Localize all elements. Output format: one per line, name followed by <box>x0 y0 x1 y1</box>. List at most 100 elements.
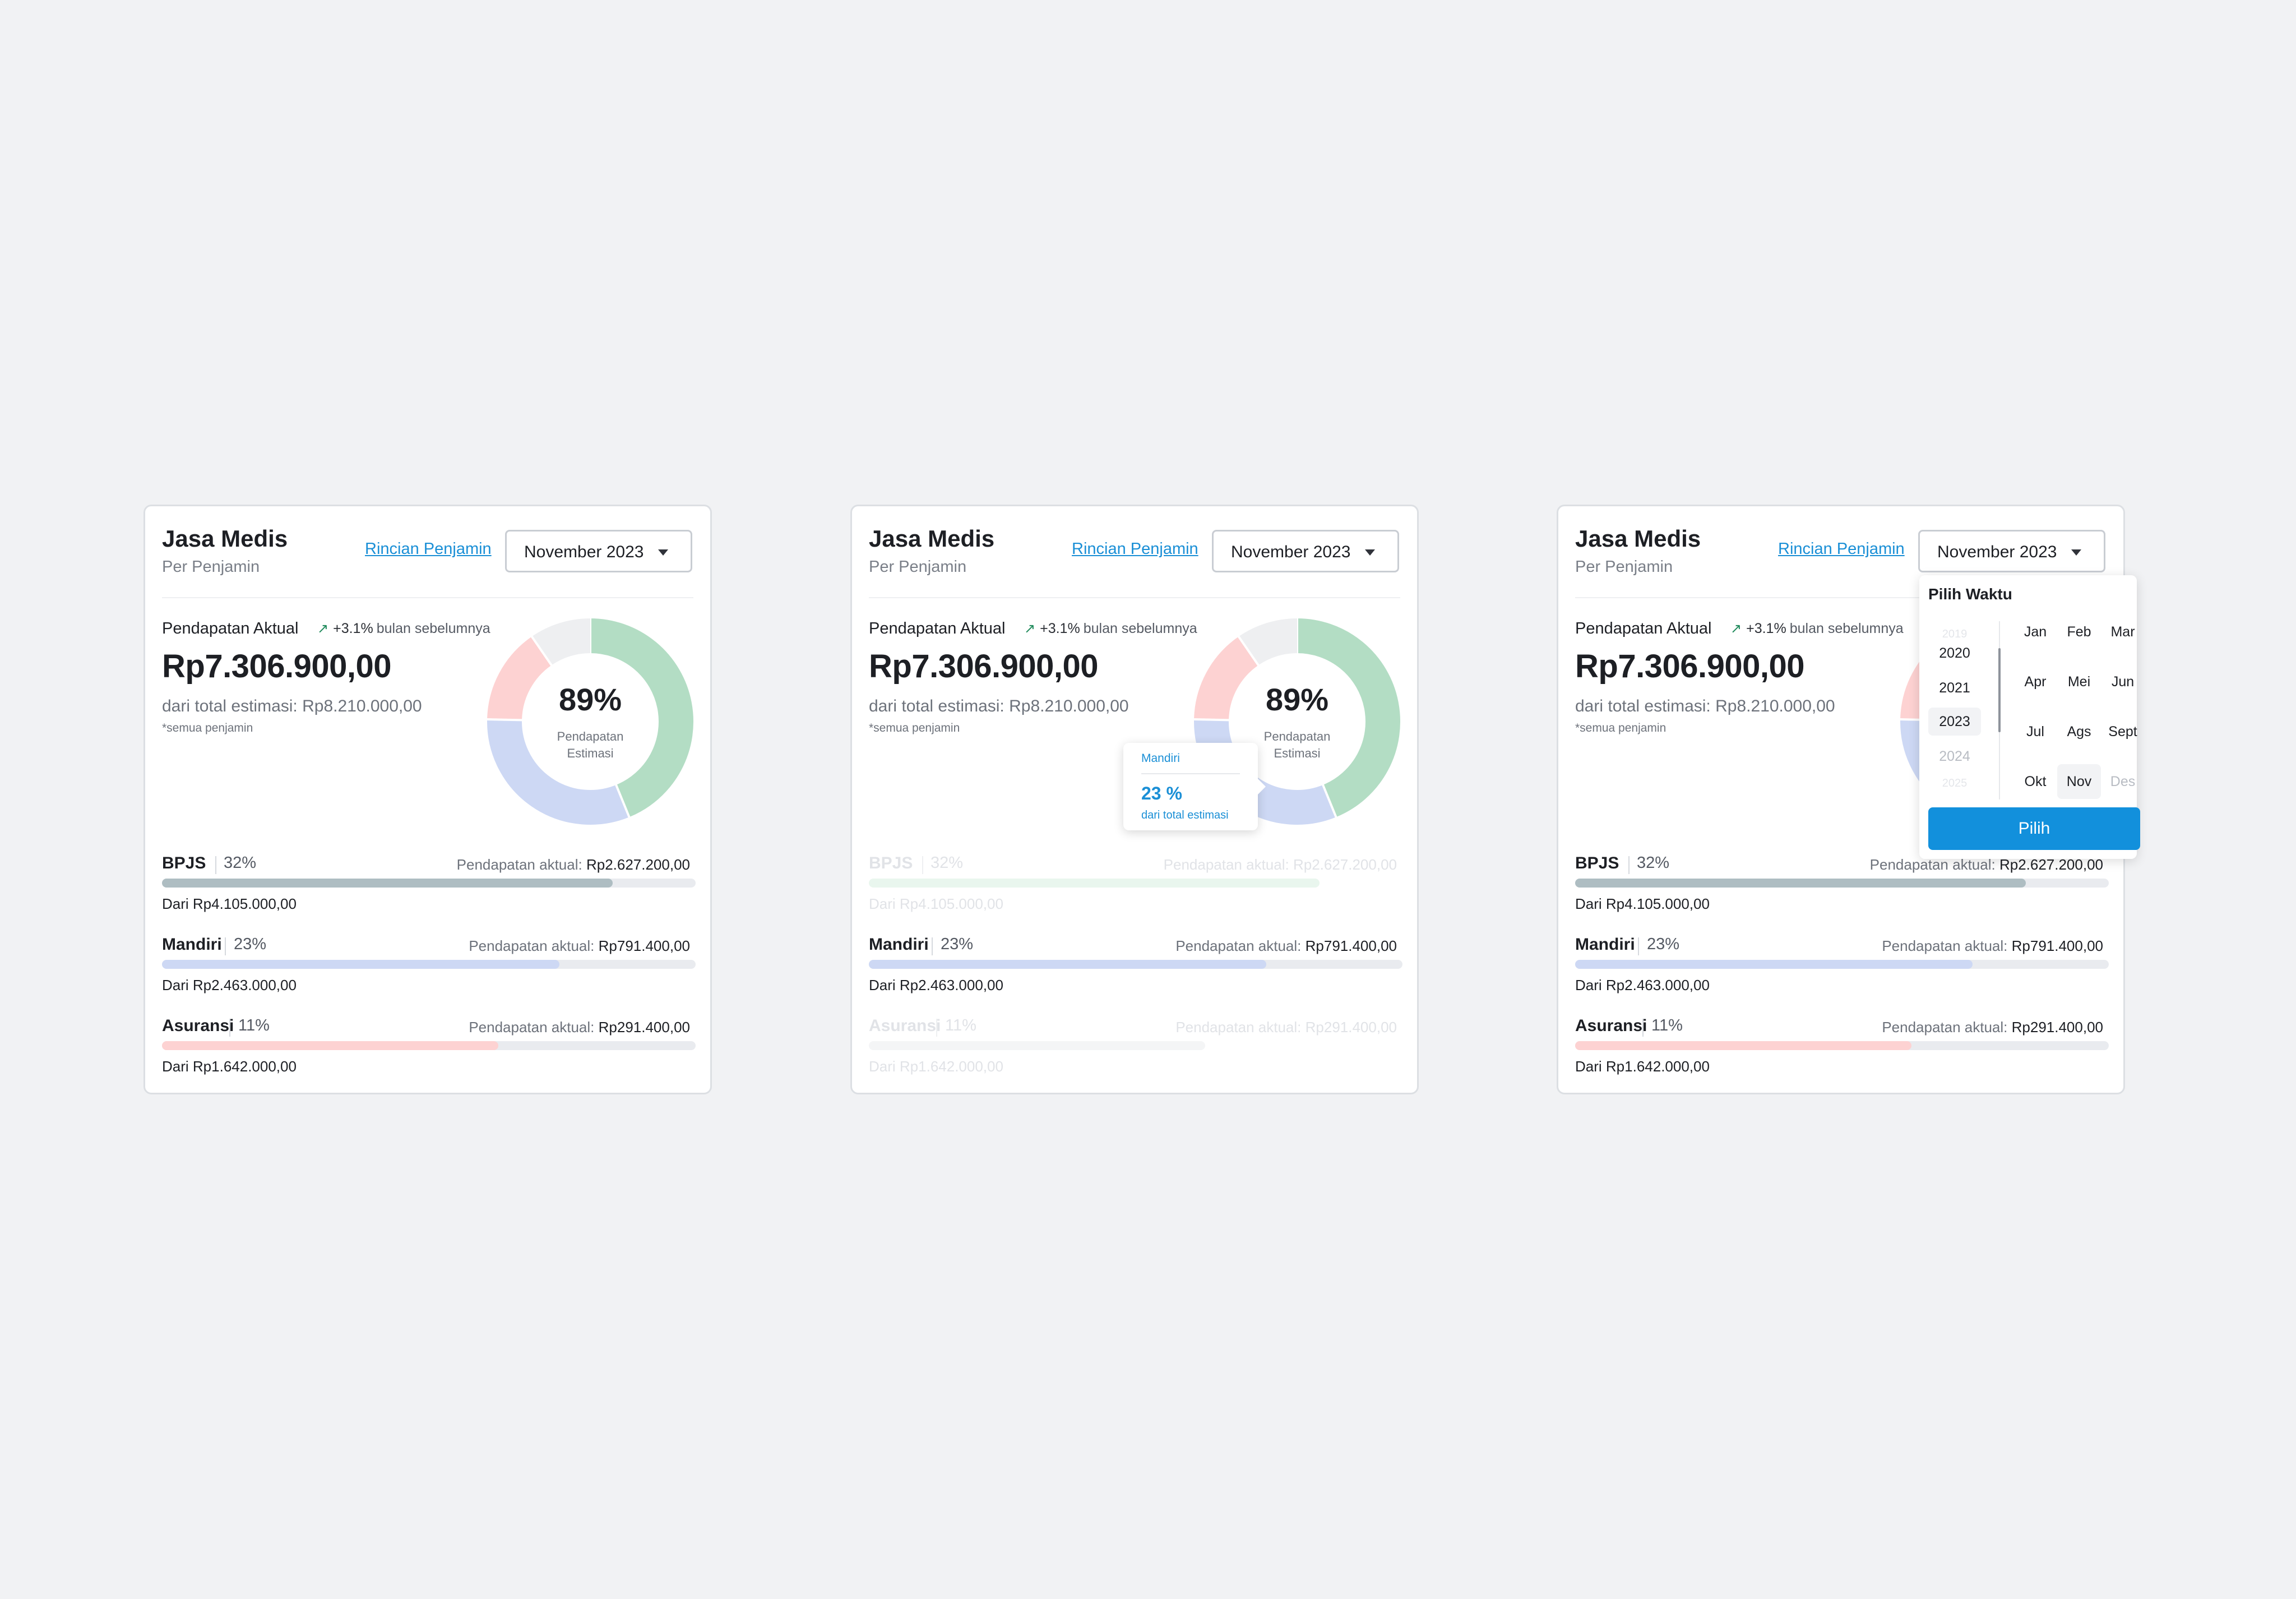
month-option[interactable]: Jun <box>2111 674 2135 690</box>
insurer-row-bpjs[interactable]: BPJS 32% Pendapatan aktual: Rp2.627.200,… <box>162 854 696 927</box>
month-option[interactable]: Jan <box>2024 624 2047 640</box>
insurer-actual: Pendapatan aktual: Rp791.400,00 <box>1175 937 1397 954</box>
insurer-row-asuransi[interactable]: Asuransi 11% Pendapatan aktual: Rp291.40… <box>1575 1016 2109 1089</box>
footnote: *semua penjamin <box>869 722 960 734</box>
donut-segment-asuransi[interactable] <box>487 636 552 721</box>
insurer-row-asuransi[interactable]: Asuransi 11% Pendapatan aktual: Rp291.40… <box>869 1016 1402 1089</box>
insurer-row-bpjs[interactable]: BPJS 32% Pendapatan aktual: Rp2.627.200,… <box>869 854 1402 927</box>
trending-up-icon: ↗ <box>317 621 329 636</box>
trend-indicator: ↗ +3.1% bulan sebelumnya <box>317 621 490 637</box>
trending-up-icon: ↗ <box>1730 621 1742 636</box>
insurer-name: Asuransi <box>162 1016 234 1035</box>
card-subtitle: Per Penjamin <box>162 558 260 576</box>
year-list[interactable]: 2019 2020 2021 2023 2024 2025 <box>1928 627 1981 801</box>
date-picker-popover: Pilih Waktu 2019 2020 2021 2023 2024 202… <box>1919 575 2140 859</box>
card-title: Jasa Medis <box>162 525 288 552</box>
progress-fill <box>1575 879 2026 888</box>
year-option[interactable]: 2025 <box>1942 777 1968 789</box>
pilih-button[interactable]: Pilih <box>1928 807 2140 850</box>
donut-segment-asuransi[interactable] <box>1194 636 1259 721</box>
name-divider <box>922 856 923 874</box>
month-option-selected[interactable]: Nov <box>2057 764 2101 799</box>
insurer-share: 32% <box>1637 854 1670 872</box>
year-option[interactable]: 2020 <box>1939 645 1970 661</box>
trend-percent: +3.1% <box>1746 621 1786 636</box>
name-divider <box>1638 937 1639 955</box>
month-option[interactable]: Mei <box>2067 674 2091 690</box>
name-divider <box>1642 1019 1644 1037</box>
insurer-row-asuransi[interactable]: Asuransi 11% Pendapatan aktual: Rp291.40… <box>162 1016 696 1089</box>
period-dropdown[interactable]: November 2023 <box>505 530 692 572</box>
progress-track <box>869 879 1402 888</box>
rincian-penjamin-link[interactable]: Rincian Penjamin <box>1072 540 1198 558</box>
donut-segment-rest[interactable] <box>531 618 591 666</box>
insurer-actual: Pendapatan aktual: Rp2.627.200,00 <box>456 856 690 873</box>
month-option[interactable]: Jul <box>2026 724 2044 740</box>
caret-down-icon <box>2071 549 2081 556</box>
name-divider <box>936 1019 937 1037</box>
rincian-penjamin-link[interactable]: Rincian Penjamin <box>365 540 492 558</box>
month-option[interactable]: Mar <box>2110 624 2135 640</box>
progress-fill <box>162 960 560 969</box>
donut-separator <box>1321 784 1337 819</box>
donut-center-percent: 89% <box>558 682 622 717</box>
card-title: Jasa Medis <box>1575 525 1701 552</box>
progress-fill <box>1575 1041 1911 1050</box>
caret-down-icon <box>658 549 668 556</box>
header-divider <box>1575 597 2107 598</box>
actual-income-label: Pendapatan Aktual <box>162 620 299 637</box>
jasa-medis-card-default: Jasa Medis Per Penjamin Rincian Penjamin… <box>144 505 712 1094</box>
progress-track <box>1575 1041 2109 1050</box>
trend-text: bulan sebelumnya <box>376 621 490 636</box>
donut-chart[interactable] <box>484 615 697 828</box>
donut-segment-bpjs[interactable] <box>590 618 693 817</box>
donut-segment-rest[interactable] <box>1238 618 1298 666</box>
donut-segment-mandiri[interactable] <box>487 719 629 825</box>
insurer-name: BPJS <box>1575 854 1619 872</box>
insurer-share: 11% <box>238 1016 270 1034</box>
caret-down-icon <box>1365 549 1375 556</box>
donut-center-label: Pendapatan Estimasi <box>484 728 697 762</box>
progress-track <box>869 1041 1402 1050</box>
scrollbar-thumb[interactable] <box>1998 648 2001 732</box>
insurer-row-bpjs[interactable]: BPJS 32% Pendapatan aktual: Rp2.627.200,… <box>1575 854 2109 927</box>
actual-income-amount: Rp7.306.900,00 <box>1575 648 1804 685</box>
donut-segment-bpjs[interactable] <box>1297 618 1400 817</box>
card-title: Jasa Medis <box>869 525 995 552</box>
year-option[interactable]: 2021 <box>1939 680 1970 696</box>
insurer-share: 32% <box>224 854 257 872</box>
insurer-row-mandiri[interactable]: Mandiri 23% Pendapatan aktual: Rp791.400… <box>1575 935 2109 1008</box>
year-option[interactable]: 2024 <box>1939 748 1970 764</box>
insurer-estimate: Dari Rp2.463.000,00 <box>162 977 297 993</box>
month-option[interactable]: Feb <box>2067 624 2091 640</box>
insurer-row-mandiri[interactable]: Mandiri 23% Pendapatan aktual: Rp791.400… <box>162 935 696 1008</box>
trending-up-icon: ↗ <box>1024 621 1036 636</box>
donut-center-label: Pendapatan Estimasi <box>1191 728 1404 762</box>
month-option[interactable]: Okt <box>2024 774 2047 789</box>
month-option[interactable]: Apr <box>2024 674 2047 690</box>
progress-fill <box>869 1041 1205 1050</box>
insurer-name: Mandiri <box>162 935 222 954</box>
insurer-estimate: Dari Rp4.105.000,00 <box>1575 895 1710 912</box>
trend-percent: +3.1% <box>333 621 373 636</box>
month-option[interactable]: Ags <box>2067 724 2091 740</box>
rincian-penjamin-link[interactable]: Rincian Penjamin <box>1778 540 1905 558</box>
month-option[interactable]: Sept <box>2108 724 2137 740</box>
insurer-name: Asuransi <box>869 1016 941 1035</box>
name-divider <box>1628 856 1630 874</box>
period-dropdown[interactable]: November 2023 <box>1918 530 2105 572</box>
year-option[interactable]: 2019 <box>1942 628 1968 640</box>
year-option-selected[interactable]: 2023 <box>1928 708 1981 736</box>
actual-income-amount: Rp7.306.900,00 <box>869 648 1098 685</box>
donut-separator <box>614 784 631 819</box>
insurer-row-mandiri[interactable]: Mandiri 23% Pendapatan aktual: Rp791.400… <box>869 935 1402 1008</box>
donut-center-line1: Pendapatan <box>557 729 624 743</box>
picker-title: Pilih Waktu <box>1928 585 2012 603</box>
total-estimate: dari total estimasi: Rp8.210.000,00 <box>1575 697 1835 715</box>
insurer-actual: Pendapatan aktual: Rp291.400,00 <box>1175 1019 1397 1036</box>
year-scrollbar[interactable] <box>1998 621 2001 800</box>
progress-track <box>869 960 1402 969</box>
insurer-share: 11% <box>1651 1016 1683 1034</box>
period-dropdown[interactable]: November 2023 <box>1212 530 1399 572</box>
insurer-name: Mandiri <box>1575 935 1635 954</box>
